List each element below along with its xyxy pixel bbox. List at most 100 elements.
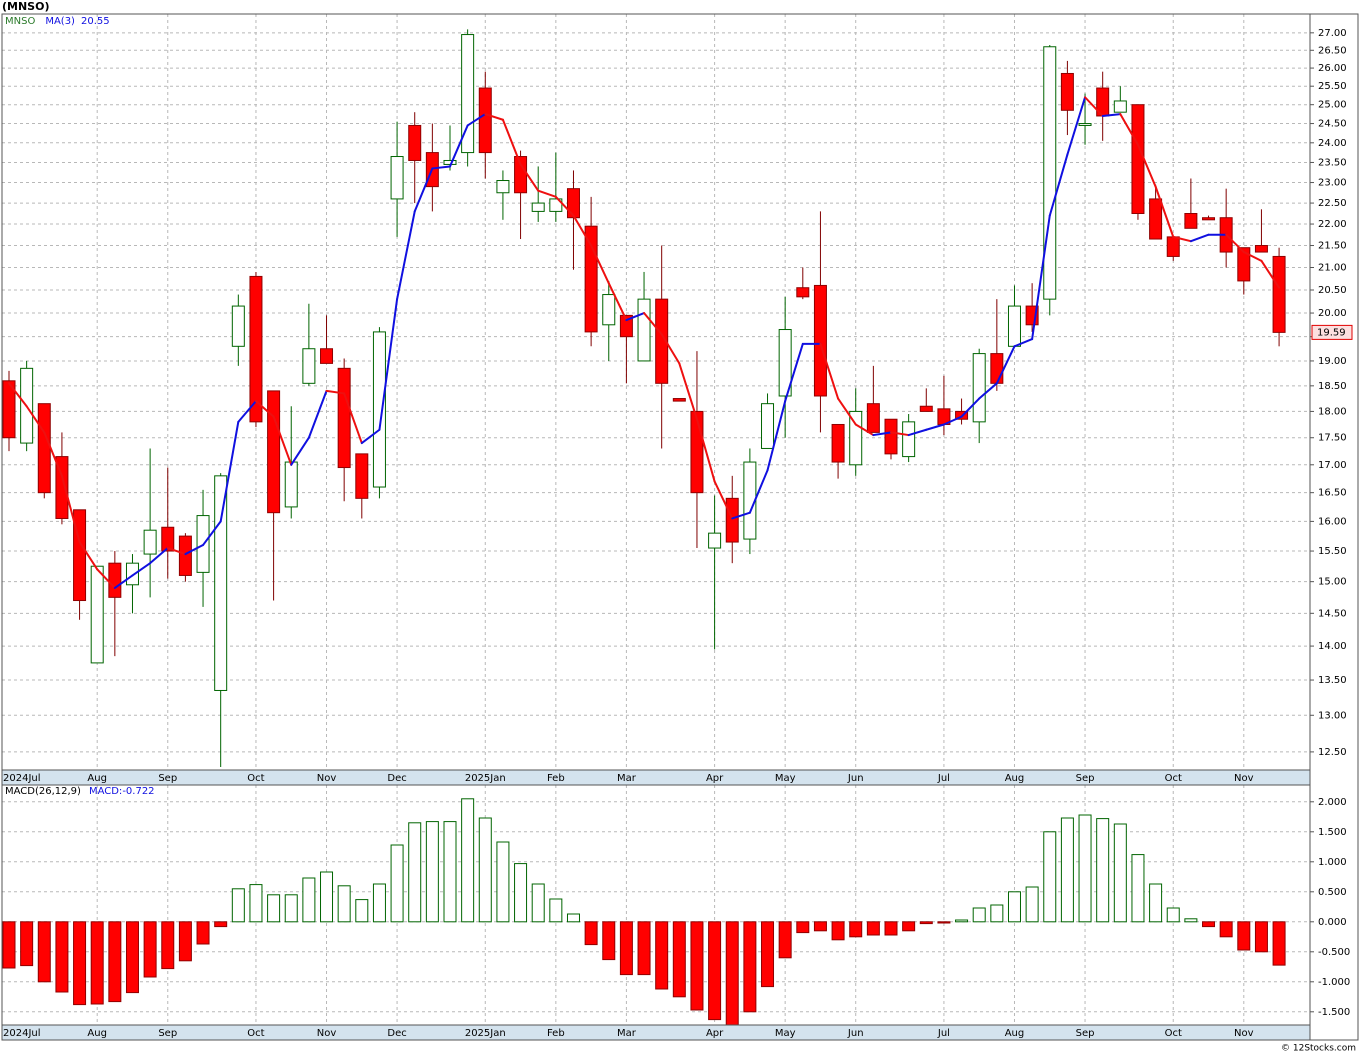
macd-bar [778, 921, 792, 959]
y-tick-label: 14.00 [1318, 641, 1347, 652]
axis-frame [1309, 13, 1359, 1041]
ma-line [501, 118, 522, 166]
ma-line [484, 113, 504, 121]
x-tick-label: Oct [247, 1028, 264, 1039]
x-tick-label: 2024Jul [3, 773, 41, 784]
macd-bar [972, 907, 986, 923]
ma-line [1172, 235, 1192, 243]
y-tick-label: 18.00 [1318, 406, 1347, 417]
macd-bar [478, 817, 492, 923]
candle-body [161, 526, 175, 552]
candle-body [249, 275, 263, 423]
legend-ticker: MNSO [5, 16, 35, 27]
ma-line [890, 431, 910, 437]
macd-bar [443, 821, 457, 923]
macd-bar [884, 921, 898, 936]
x-tick-label: Nov [317, 773, 337, 784]
macd-bar [372, 883, 386, 923]
ma-line [1260, 259, 1281, 289]
y-tick-label: 16.00 [1318, 516, 1347, 527]
ma-line [537, 189, 557, 198]
ma-line [942, 415, 963, 426]
candle-body [267, 390, 281, 514]
candle-body [778, 329, 792, 397]
x-tick-label: Dec [387, 1028, 406, 1039]
y-tick-label: 1.500 [1318, 827, 1347, 838]
x-tick-label: Aug [87, 1028, 107, 1039]
macd-bar [937, 921, 951, 924]
y-tick-label: 14.50 [1318, 608, 1347, 619]
candle-body [496, 180, 510, 194]
y-tick-label: 21.50 [1318, 241, 1347, 252]
macd-bar [955, 919, 969, 923]
ma-line [149, 547, 169, 565]
ma-line [643, 312, 663, 336]
ma-line [290, 436, 310, 466]
macd-bar [743, 921, 757, 1013]
ma-line [1136, 143, 1157, 188]
y-tick-label: 26.50 [1318, 45, 1347, 56]
ma-line [166, 547, 187, 556]
candle-body [549, 198, 563, 212]
macd-bar [37, 921, 51, 983]
x-tick-label: Nov [1234, 1028, 1254, 1039]
candle-body [355, 453, 369, 499]
y-tick-label: 26.00 [1318, 63, 1347, 74]
x-tick-label: Oct [1165, 773, 1182, 784]
y-tick-label: -1.500 [1318, 1007, 1350, 1018]
ma-line [607, 282, 628, 322]
y-tick-label: 25.00 [1318, 100, 1347, 111]
ma-line [819, 342, 840, 400]
ma-line [43, 431, 63, 477]
macd-bar [1096, 818, 1110, 923]
macd-bar [302, 877, 316, 923]
candle-body [108, 562, 122, 598]
macd-bar [602, 921, 616, 961]
x-tick-label: Jul [937, 773, 950, 784]
candle-body [1272, 255, 1286, 333]
candle-body [143, 529, 157, 555]
macd-bar [143, 921, 157, 978]
candle-body [1184, 213, 1198, 229]
y-tick-label: 23.00 [1318, 178, 1347, 189]
x-tick-label: Apr [706, 1028, 724, 1039]
macd-bar [637, 921, 651, 976]
ma-line [237, 400, 257, 423]
candle-body [125, 562, 139, 586]
ma-line [413, 167, 434, 213]
candle-body [408, 124, 422, 161]
macd-bar [196, 921, 210, 945]
ma-line [731, 511, 751, 520]
macd-bar [531, 883, 545, 923]
chart-title: (MNSO) [2, 0, 49, 13]
candle-body [619, 314, 633, 338]
macd-bar [1149, 883, 1163, 923]
macd-bar [796, 921, 810, 934]
ma-line [554, 195, 575, 217]
x-tick-label: Sep [158, 1028, 177, 1039]
macd-bar [425, 821, 439, 923]
ma-line [1013, 338, 1034, 348]
macd-bar [655, 921, 669, 990]
x-tick-label: Dec [387, 773, 406, 784]
x-tick-label: Mar [617, 773, 637, 784]
candle-body [902, 421, 916, 458]
x-tick-label: Jun [847, 1028, 864, 1039]
macd-bar [849, 921, 863, 938]
y-tick-label: 17.50 [1318, 433, 1347, 444]
candle-body [1237, 247, 1251, 282]
x-tick-label: 2024Jul [3, 1028, 41, 1039]
candle-body [1254, 245, 1268, 253]
y-tick-label: 0.500 [1318, 887, 1347, 898]
legend: MNSO MA(3) 20.55 [5, 16, 110, 27]
ma-line [307, 389, 328, 439]
legend-macd-value: -0.722 [122, 786, 154, 797]
candle-body [55, 456, 69, 519]
candle-body [37, 403, 51, 494]
macd-bar [1272, 921, 1286, 966]
ma-line [431, 165, 451, 170]
candle-body [531, 202, 545, 212]
y-tick-label: 2.000 [1318, 797, 1347, 808]
candle-body [566, 188, 580, 219]
